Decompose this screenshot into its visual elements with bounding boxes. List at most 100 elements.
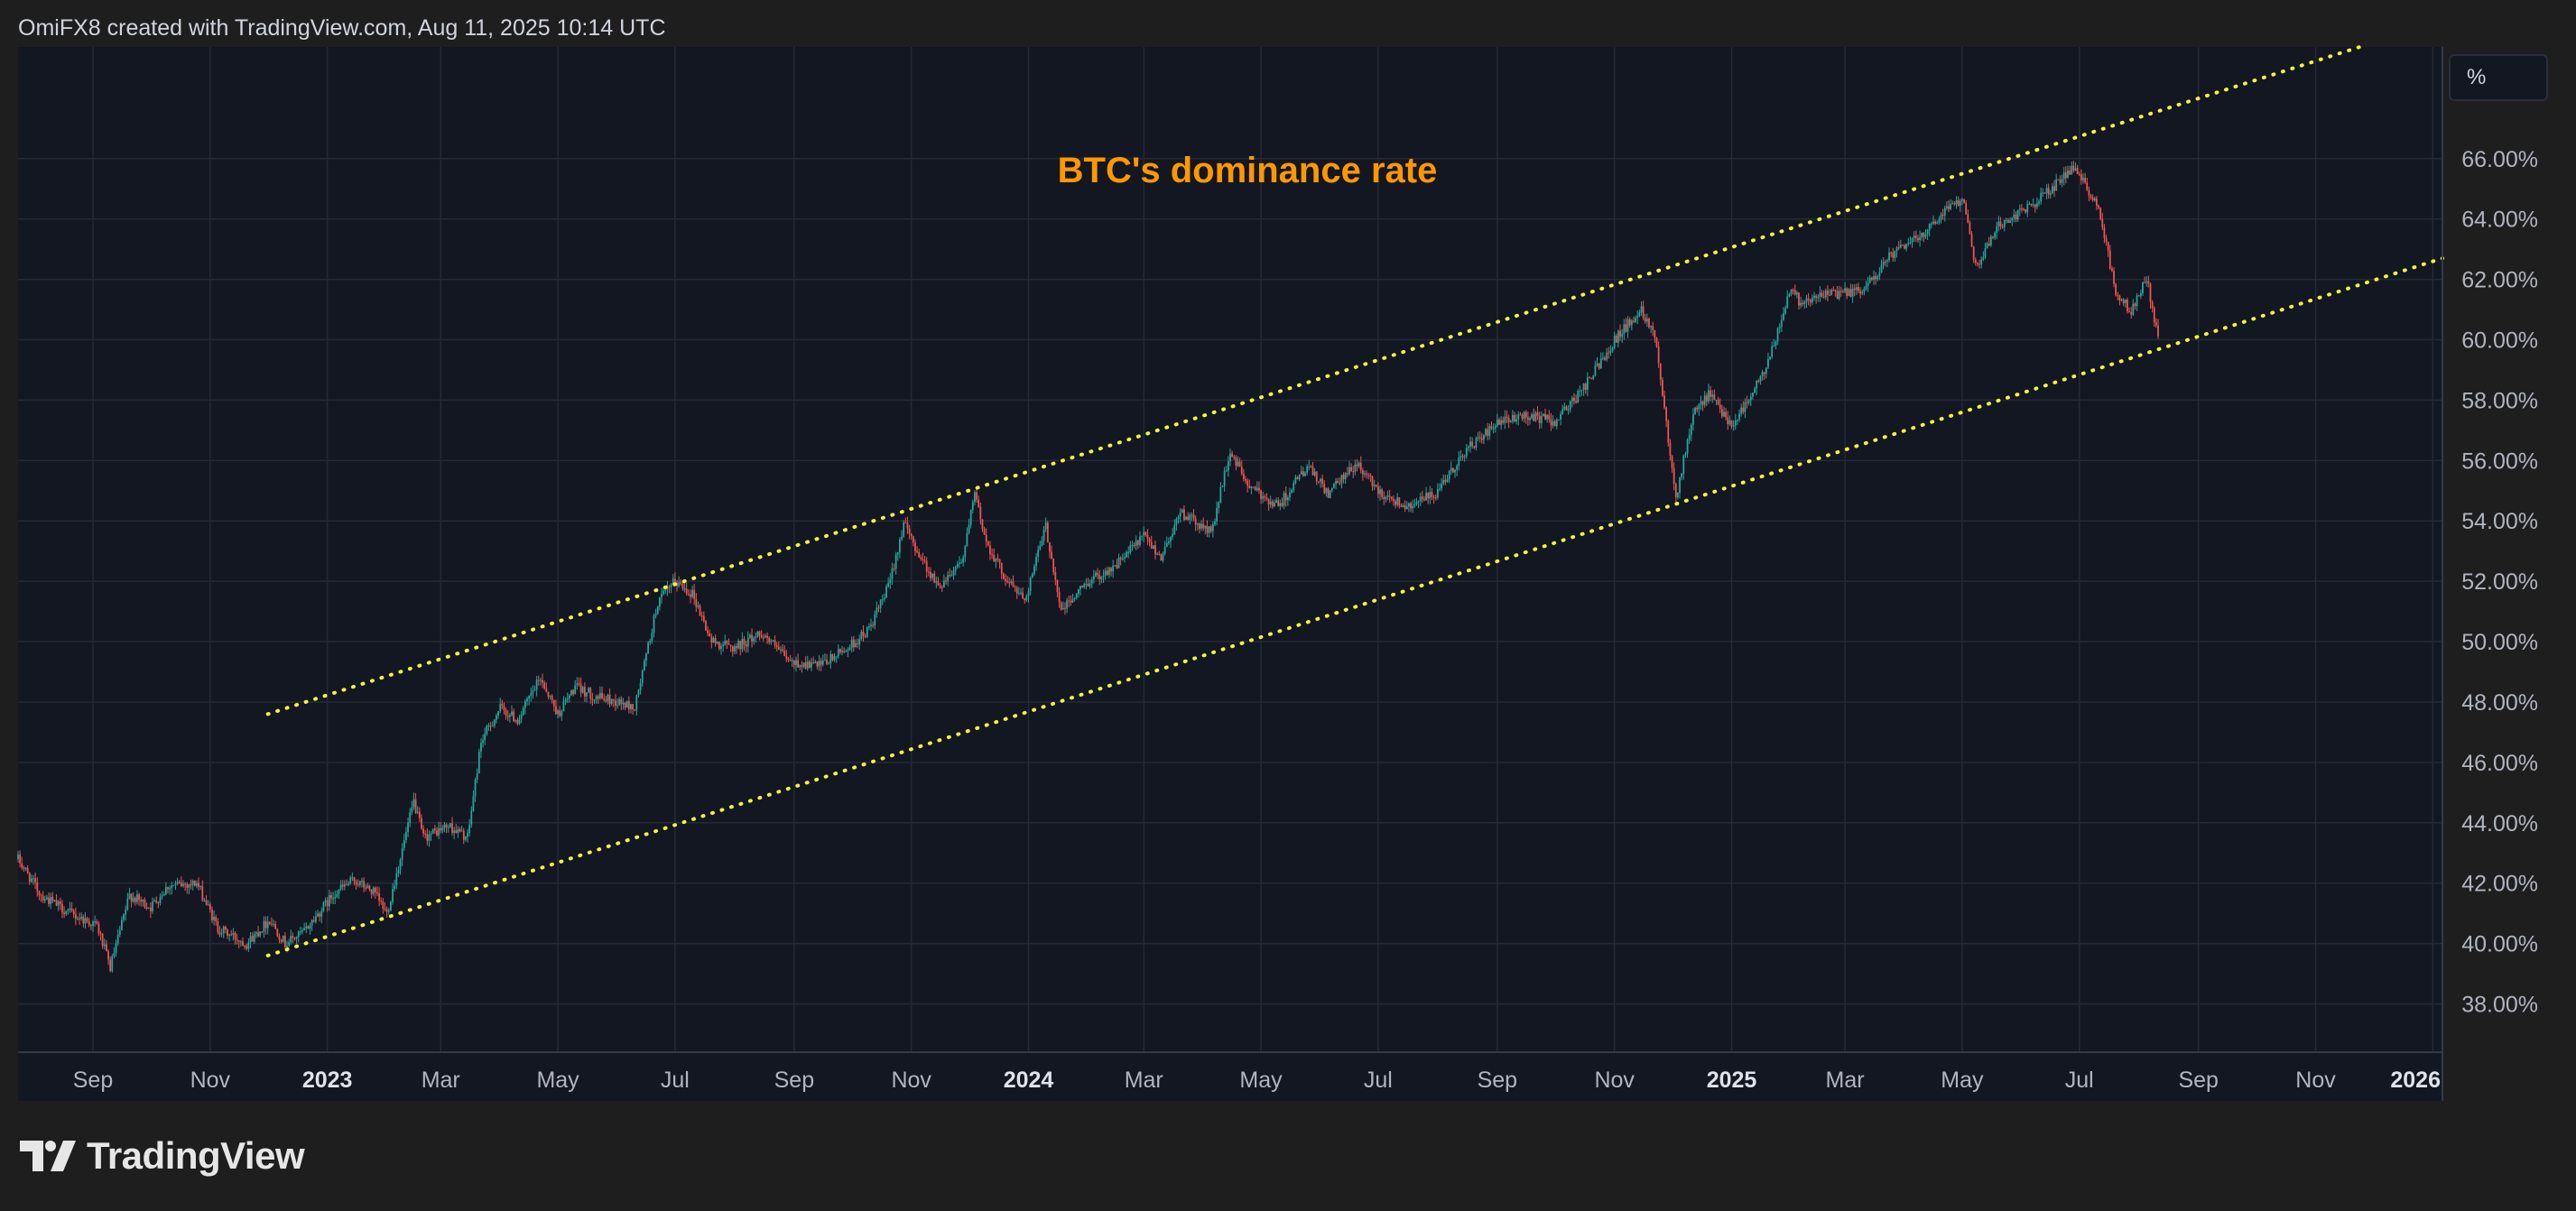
candle [96, 919, 98, 925]
x-tick-label: Sep [73, 1068, 113, 1093]
candle [513, 708, 515, 723]
candle [1580, 389, 1583, 396]
candle [581, 686, 584, 694]
candle [1124, 552, 1126, 563]
candle [1031, 572, 1033, 578]
candle [1061, 601, 1064, 610]
x-tick-label: 2026 [2390, 1068, 2441, 1093]
candle [278, 933, 281, 944]
candle [995, 558, 997, 569]
dotted-trendline[interactable] [265, 45, 2362, 716]
candle [1077, 588, 1080, 598]
candle [1824, 288, 1827, 300]
candle [79, 912, 81, 925]
candle [422, 825, 424, 837]
candle [1679, 476, 1681, 499]
candle [1033, 564, 1035, 577]
candle [1080, 586, 1081, 596]
candle [1376, 482, 1379, 498]
candle [666, 580, 669, 596]
candle [283, 932, 286, 948]
candle [1625, 318, 1627, 333]
candle [1465, 444, 1468, 459]
candle [266, 916, 269, 935]
candle [1953, 201, 1956, 207]
candle [1878, 267, 1881, 281]
candle [1209, 524, 1212, 533]
y-tick-label: 58.00% [2461, 388, 2538, 413]
candle [1017, 587, 1020, 596]
candle [1246, 477, 1249, 493]
candle [2071, 161, 2073, 175]
candle [409, 808, 412, 827]
y-tick-label: 54.00% [2461, 509, 2538, 534]
candle [828, 661, 830, 665]
candle [1258, 481, 1260, 495]
candle [84, 912, 87, 929]
candle [762, 633, 764, 642]
candle [705, 620, 707, 632]
candle [324, 897, 327, 907]
candle [430, 831, 432, 841]
candle [440, 822, 442, 834]
candle [476, 768, 478, 783]
candle [1630, 319, 1633, 331]
candle [1371, 476, 1374, 491]
candle [332, 892, 334, 904]
candle [184, 882, 187, 892]
candle [1839, 286, 1842, 297]
candle [1988, 236, 1990, 246]
candle [866, 625, 868, 639]
candle [1114, 564, 1117, 567]
x-tick-label: Jul [1364, 1068, 1393, 1093]
candle [1967, 209, 1969, 224]
time-axis[interactable]: Sep Nov 2023 Mar May Jul Sep Nov 2024 Mar May Jul Se… [73, 1068, 2441, 1093]
candle [1608, 347, 1610, 359]
candle [34, 873, 37, 890]
candle [568, 694, 570, 703]
candle [1934, 219, 1937, 226]
candle [1932, 215, 1934, 226]
candle [1250, 485, 1253, 495]
candle [1245, 476, 1246, 485]
candle [755, 632, 757, 643]
candle [1694, 406, 1696, 415]
candle [1311, 461, 1314, 476]
candle [1690, 422, 1692, 441]
candle [263, 916, 265, 938]
candle [1884, 259, 1886, 267]
candle [1767, 352, 1769, 370]
candle [1417, 500, 1420, 509]
candle [2142, 281, 2144, 296]
candle [1410, 501, 1412, 513]
candle [1809, 298, 1812, 307]
candle [887, 577, 890, 588]
candle [632, 703, 634, 715]
candle [1717, 396, 1719, 406]
candle [1701, 400, 1704, 411]
candle [1480, 432, 1483, 444]
candle [1373, 479, 1376, 491]
candle [1504, 410, 1506, 430]
candle [395, 866, 398, 890]
candle [261, 931, 264, 934]
candle [1150, 535, 1153, 550]
candle [136, 890, 138, 905]
candle [491, 721, 494, 727]
candle [273, 919, 274, 928]
candle [1393, 495, 1395, 506]
x-tick-label: 2023 [302, 1068, 353, 1093]
candle [1333, 482, 1335, 489]
candle [524, 698, 526, 715]
candle [751, 628, 753, 648]
candle [1642, 300, 1645, 320]
candle [1066, 597, 1068, 614]
candle [2064, 166, 2067, 184]
candle [474, 777, 477, 802]
unit-toggle-button[interactable]: % [2449, 54, 2548, 101]
price-axis[interactable]: 38.00% 40.00% 42.00% 44.00% 46.00% 48.00% 50.0… [2461, 147, 2538, 1018]
dotted-trendline[interactable] [265, 256, 2444, 957]
candle [1905, 243, 1908, 252]
candle [1544, 408, 1546, 421]
